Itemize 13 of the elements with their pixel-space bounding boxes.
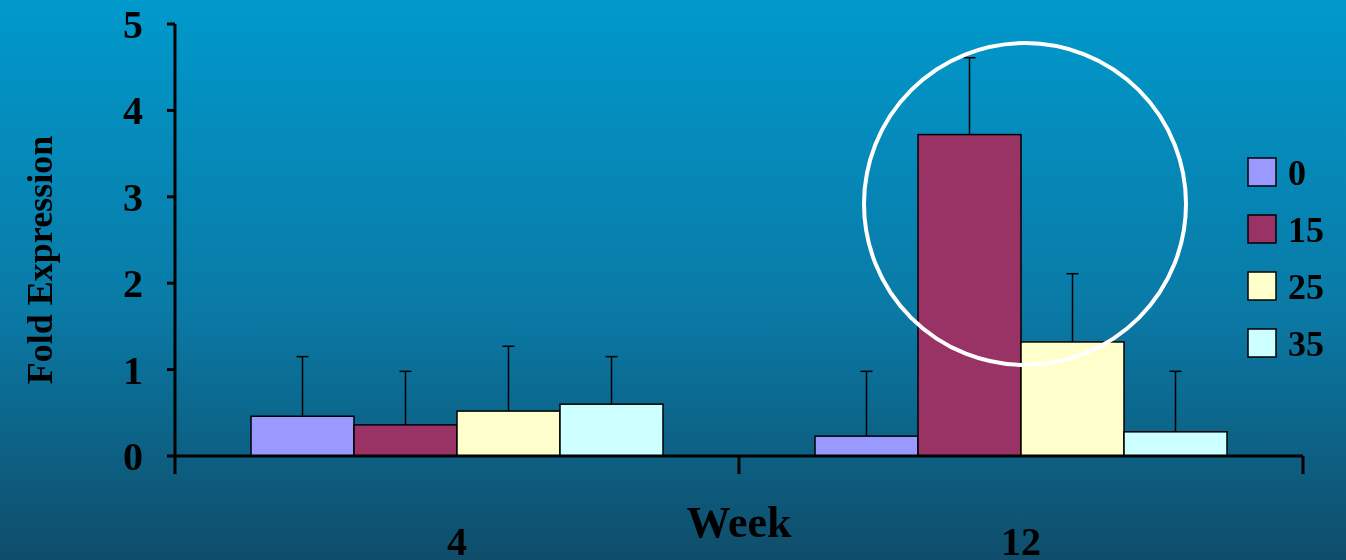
- x-tick-label: 12: [1001, 519, 1041, 560]
- y-tick-label: 4: [123, 88, 143, 134]
- y-tick-label: 0: [123, 434, 143, 479]
- y-tick-label: 5: [123, 2, 143, 47]
- y-tick-label: 1: [123, 347, 143, 393]
- legend-label: 35: [1288, 323, 1324, 364]
- legend-label: 0: [1288, 152, 1306, 193]
- legend-label: 25: [1288, 266, 1324, 307]
- x-axis-title: Week: [686, 498, 793, 547]
- y-tick-label: 2: [123, 261, 143, 307]
- y-tick-label: 3: [123, 174, 143, 220]
- legend-label: 15: [1288, 209, 1324, 250]
- y-axis-title: Fold Expression: [20, 135, 60, 385]
